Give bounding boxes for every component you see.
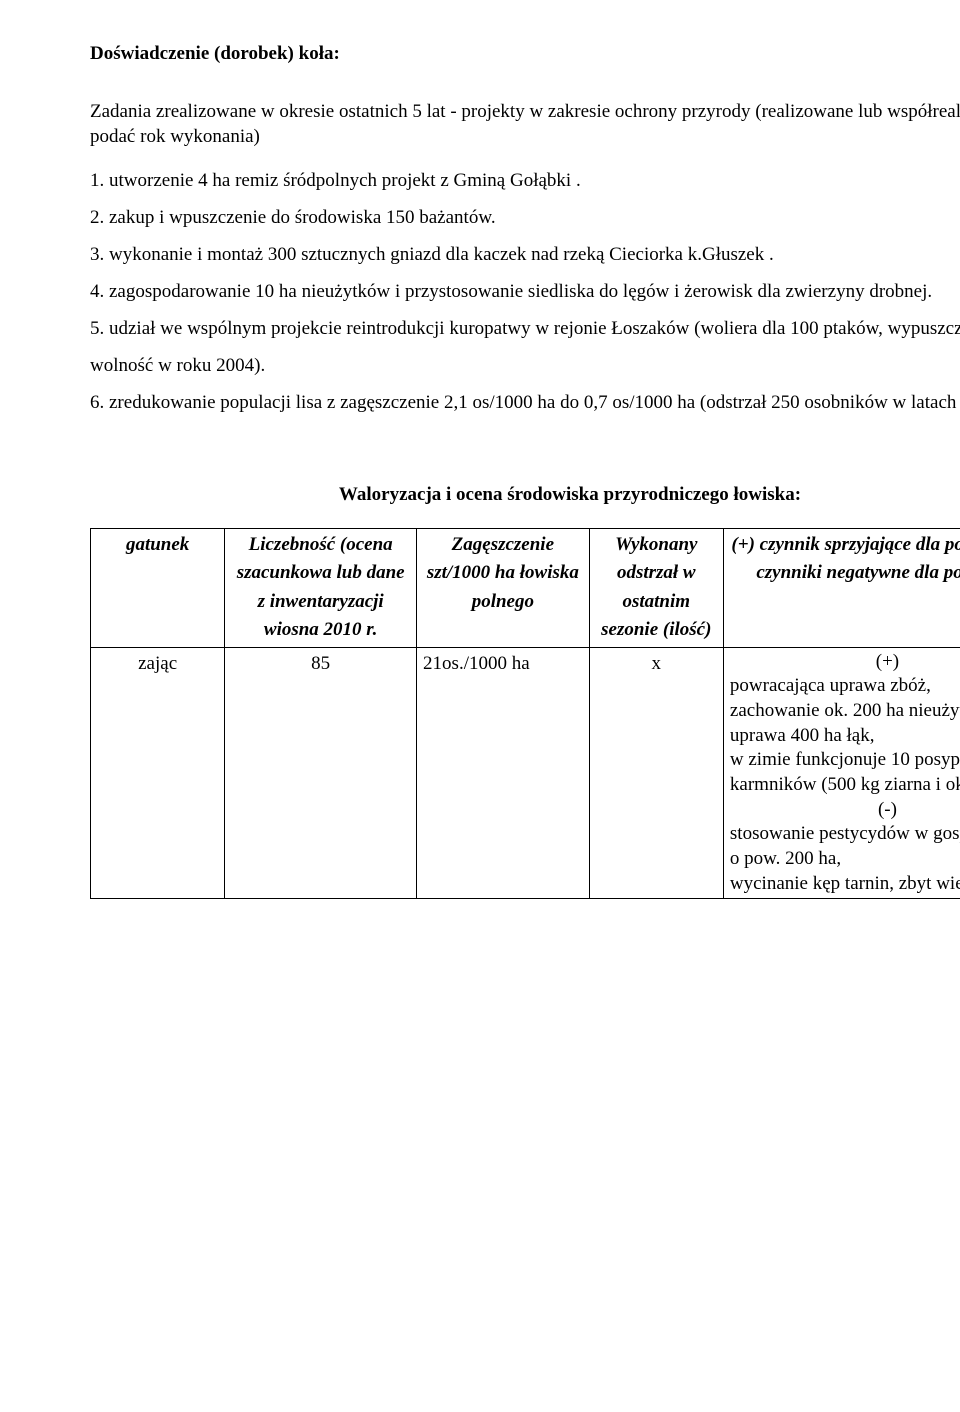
col-gatunek: gatunek [91,528,225,647]
list-item: 1. utworzenie 4 ha remiz śródpolnych pro… [90,162,960,199]
czynnik-line: stosowanie pestycydów w gospodarstwie o … [730,822,960,871]
col-czynnik: (+) czynnik sprzyjające dla populacji (-… [723,528,960,647]
col-liczebnosc: Liczebność (ocena szacunkowa lub dane z … [225,528,417,647]
czynnik-line: uprawa 400 ha łąk, [730,724,960,749]
list-item: 3. wykonanie i montaż 300 sztucznych gni… [90,236,960,273]
section-heading: Doświadczenie (dorobek) koła: [90,40,960,69]
col-wykonany: Wykonany odstrzał w ostatnim sezonie (il… [589,528,723,647]
cell-gatunek: zając [91,647,225,899]
cell-wykonany: x [589,647,723,899]
table-header-row: gatunek Liczebność (ocena szacunkowa lub… [91,528,960,647]
col-zageszczenie: Zagęszczenie szt/1000 ha łowiska polnego [417,528,590,647]
table-title: Waloryzacja i ocena środowiska przyrodni… [90,481,960,510]
czynnik-line: (+) [730,650,960,675]
cell-liczebnosc: 85 [225,647,417,899]
czynnik-line: (-) [730,798,960,823]
table-row: zając 85 21os./1000 ha x (+) powracająca… [91,647,960,899]
list-item: 5. udział we wspólnym projekcie reintrod… [90,310,960,384]
list-item: 6. zredukowanie populacji lisa z zagęszc… [90,384,960,421]
czynnik-line: zachowanie ok. 200 ha nieużytków, [730,699,960,724]
valorization-table: gatunek Liczebność (ocena szacunkowa lub… [90,528,960,900]
czynnik-line: wycinanie kęp tarnin, zbyt wiele lisów, [730,872,960,897]
task-list: 1. utworzenie 4 ha remiz śródpolnych pro… [90,162,960,421]
list-item: 2. zakup i wpuszczenie do środowiska 150… [90,199,960,236]
czynnik-line: w zimie funkcjonuje 10 posypów i karmnik… [730,748,960,797]
cell-zageszczenie: 21os./1000 ha [417,647,590,899]
czynnik-line: powracająca uprawa zbóż, [730,674,960,699]
list-item: 4. zagospodarowanie 10 ha nieużytków i p… [90,273,960,310]
section-subheading: Zadania zrealizowane w okresie ostatnich… [90,99,960,150]
cell-czynnik: (+) powracająca uprawa zbóż,zachowanie o… [723,647,960,899]
